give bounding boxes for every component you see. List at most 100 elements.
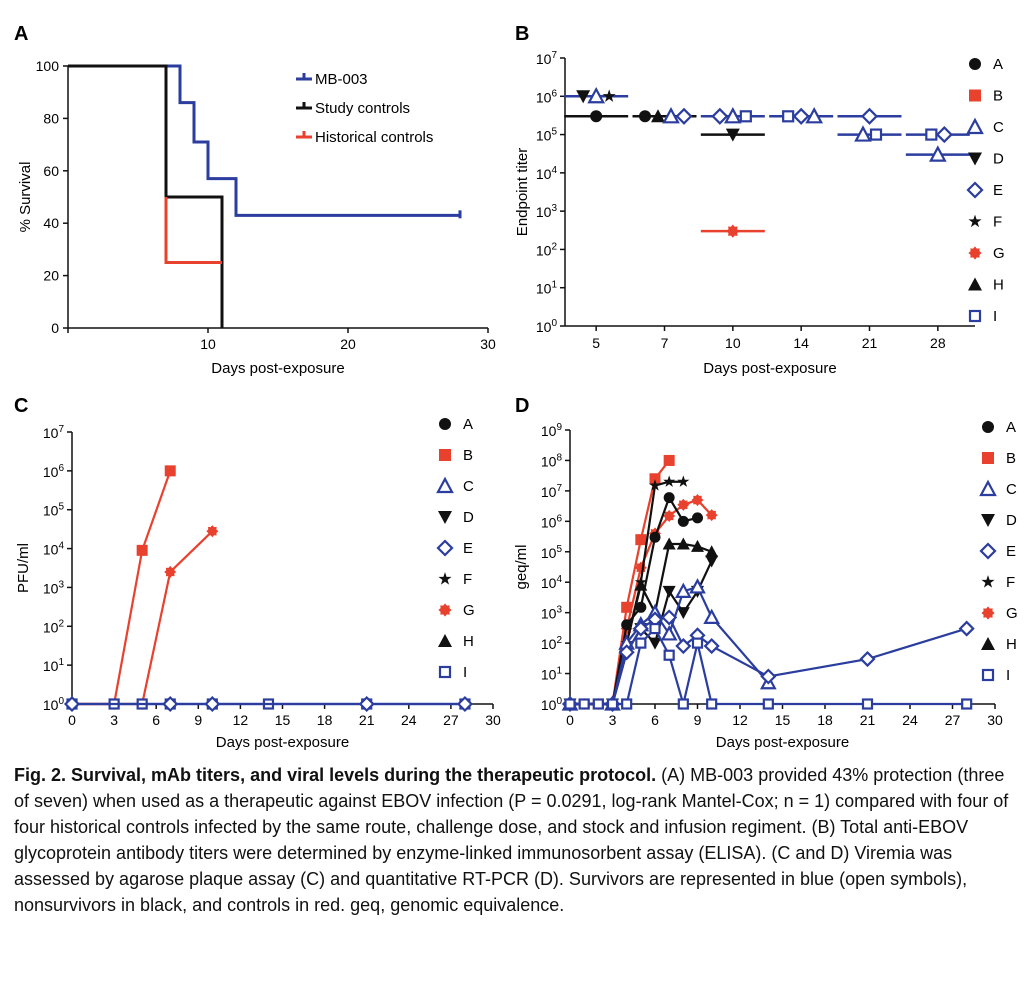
- panel-d-point-D-8: [705, 555, 719, 568]
- panel-c-x-tick-label: 15: [275, 712, 291, 728]
- panel-b-point-C-day-21: [854, 125, 872, 142]
- panel-d-x-tick-label: 24: [902, 712, 918, 728]
- panel-d-point-C-8: [703, 608, 721, 624]
- panel-b-y-tick-label: 105: [536, 127, 558, 144]
- panel-b-point-E-day-7: [675, 107, 693, 125]
- panel-b-legend-marker-E: [966, 181, 984, 199]
- panel-a-series-line-1: [68, 64, 224, 328]
- panel-b-legend-label-A: A: [993, 56, 1003, 73]
- panel-d-point-I-7: [663, 649, 675, 661]
- panel-d-legend-marker-D: [981, 514, 995, 527]
- panel-d-point-I-12: [861, 698, 874, 710]
- panel-d-x-tick-label: 15: [775, 712, 791, 728]
- panel-b-legend-label-I: I: [993, 308, 997, 325]
- panel-c-series-line-B: [72, 470, 172, 706]
- panel-c-point-B-2: [136, 544, 148, 556]
- panel-a-x-tick-label: 20: [340, 336, 356, 352]
- panel-c-legend-label-A: A: [463, 416, 473, 433]
- panel-c-x-tick-label: 3: [110, 712, 118, 728]
- panel-c-y-tick-label: 106: [43, 463, 65, 480]
- panel-b-x-tick-label: 14: [793, 335, 809, 351]
- panel-a-legend-label-0: MB-003: [315, 71, 368, 88]
- panel-d-point-I-2: [592, 698, 604, 710]
- panel-b-y-tick-label: 101: [536, 280, 558, 297]
- figure-caption: Fig. 2. Survival, mAb titers, and viral …: [14, 762, 1014, 918]
- panel-b-y-tick-label: 107: [536, 50, 558, 67]
- panel-d-point-G-5: [634, 561, 647, 574]
- panel-b-point-I-day-21: [869, 128, 883, 141]
- panel-d-y-axis-label: geq/ml: [513, 544, 530, 589]
- panel-d-point-D-5: [662, 585, 676, 598]
- panel-a-y-tick-label: 20: [43, 268, 59, 284]
- panel-d-legend-label-D: D: [1006, 512, 1017, 529]
- panel-c-point-survivors-e-2: [204, 695, 221, 713]
- panel-d-point-E-10: [859, 650, 876, 668]
- panel-b-legend-marker-A: [969, 58, 981, 70]
- panel-c-legend-marker-I: [438, 665, 452, 679]
- panel-d-x-tick-label: 0: [566, 712, 574, 728]
- panel-d-point-E-9: [760, 668, 777, 685]
- panel-d-legend-label-C: C: [1006, 481, 1017, 498]
- panel-d-point-C-5: [660, 625, 678, 641]
- panel-c-legend-marker-B: [439, 449, 451, 461]
- panel-a-letter: A: [14, 23, 28, 45]
- panel-d-legend-label-A: A: [1006, 419, 1016, 436]
- panel-d-y-tick-label: 109: [541, 422, 563, 439]
- panel-d-y-tick-label: 103: [541, 605, 563, 622]
- panel-d-point-C-6: [674, 582, 692, 598]
- panel-d-letter: D: [515, 395, 529, 417]
- panel-c-x-tick-label: 0: [68, 712, 76, 728]
- panel-b-legend-label-E: E: [993, 182, 1003, 199]
- panel-b-x-tick-label: 7: [661, 335, 669, 351]
- panel-b-point-E-day-21: [860, 107, 879, 125]
- panel-d-legend-marker-H: [981, 637, 995, 650]
- panel-b-point-F-day-5: [602, 89, 616, 102]
- panel-d-x-tick-label: 9: [694, 712, 702, 728]
- panel-a-y-tick-label: 60: [43, 163, 59, 179]
- panel-d-point-G-8: [677, 498, 690, 511]
- caption-title: Fig. 2. Survival, mAb titers, and viral …: [14, 765, 657, 785]
- panel-c-y-tick-label: 100: [43, 696, 65, 713]
- panel-b-point-I-day-14: [782, 110, 795, 123]
- panel-d-legend-marker-I: [981, 668, 995, 682]
- panel-d-y-tick-label: 101: [541, 666, 563, 683]
- panel-b-legend-marker-F: [968, 214, 982, 228]
- panel-c-point-survivors-e-3: [358, 695, 375, 713]
- panel-d-series-line-C: [570, 585, 770, 706]
- panel-d-y-tick-label: 102: [541, 635, 563, 652]
- panel-c-y-tick-label: 105: [43, 502, 65, 519]
- panel-b-x-tick-label: 5: [592, 335, 600, 351]
- panel-d-legend-label-B: B: [1006, 450, 1016, 467]
- panel-c-x-tick-label: 18: [317, 712, 333, 728]
- panel-c-legend-marker-F: [438, 572, 452, 585]
- panel-c-x-tick-label: 12: [233, 712, 249, 728]
- panel-d-point-I-8: [677, 698, 689, 710]
- panel-d-legend-marker-C: [979, 479, 997, 497]
- panel-c-legend-marker-C: [436, 476, 454, 494]
- panel-a-y-tick-label: 0: [51, 320, 59, 336]
- panel-c-legend-marker-H: [438, 634, 452, 647]
- panel-a-series-line-2: [164, 197, 222, 264]
- panel-b-y-tick-label: 104: [536, 165, 558, 182]
- panel-d-x-tick-label: 30: [987, 712, 1003, 728]
- panel-d-point-E-11: [958, 620, 975, 637]
- panel-d-legend-label-I: I: [1006, 667, 1010, 684]
- panel-b-legend-marker-G: [968, 246, 982, 260]
- panel-d-point-E-8: [703, 638, 720, 655]
- panel-d-y-tick-label: 104: [541, 574, 563, 591]
- panel-d-point-H-8: [705, 545, 719, 558]
- panel-b-legend-label-F: F: [993, 214, 1002, 231]
- panel-c-point-survivors-e-4: [456, 695, 473, 713]
- panel-c-legend-label-F: F: [463, 571, 472, 588]
- panel-b-legend-marker-C: [966, 117, 984, 135]
- panel-b-y-tick-label: 103: [536, 203, 558, 220]
- panel-c-x-tick-label: 30: [485, 712, 501, 728]
- panel-d-point-A-7: [692, 512, 703, 524]
- panel-c-legend-marker-G: [438, 603, 452, 617]
- panel-d-point-F-6: [677, 475, 690, 487]
- panel-d-legend-label-H: H: [1006, 636, 1017, 653]
- panel-c-legend-label-G: G: [463, 602, 475, 619]
- panel-b-x-tick-label: 21: [862, 335, 878, 351]
- panel-c-legend-label-H: H: [463, 633, 474, 650]
- panel-a-legend-label-2: Historical controls: [315, 129, 433, 146]
